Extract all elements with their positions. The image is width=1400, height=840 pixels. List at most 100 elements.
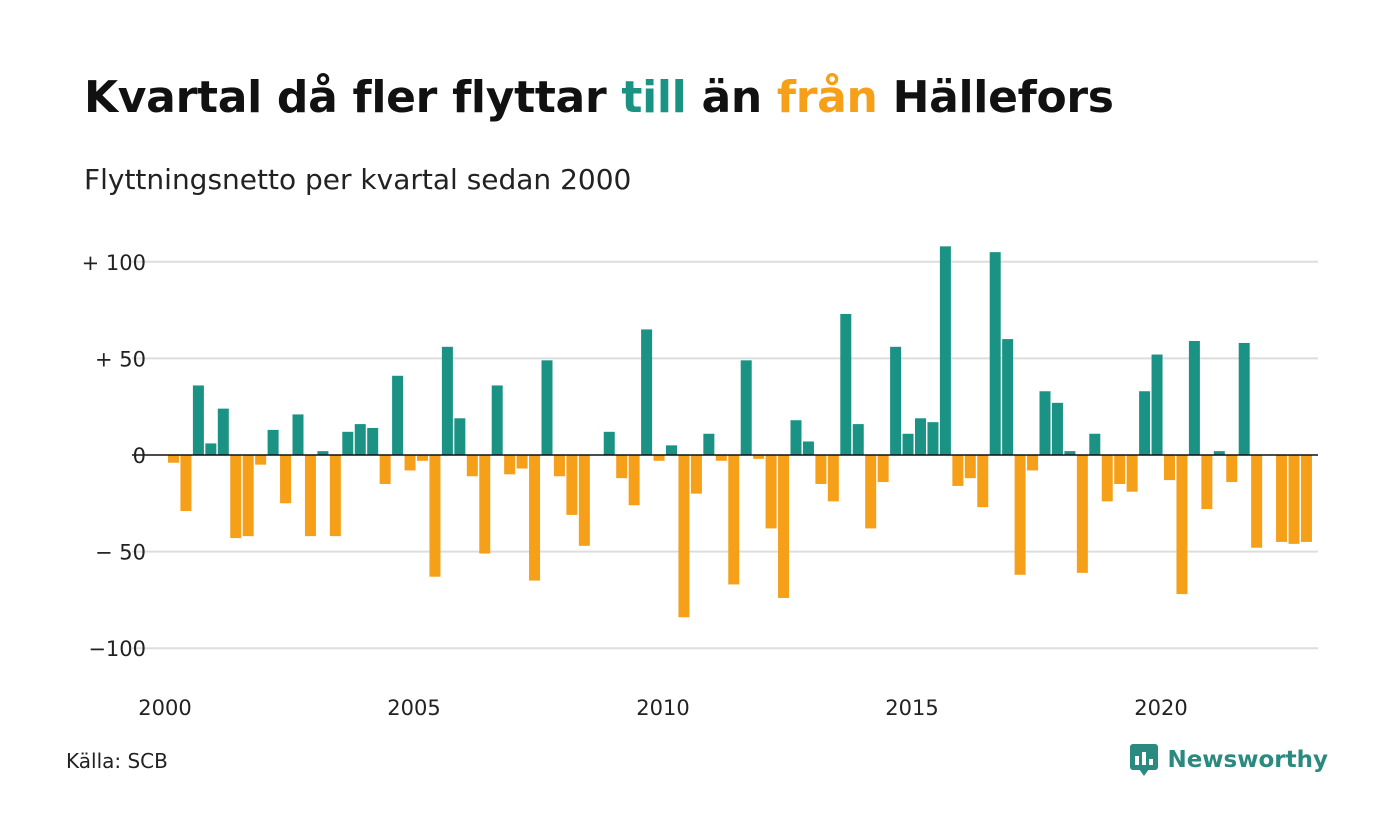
brand-name: Newsworthy xyxy=(1167,747,1328,773)
chart-subtitle: Flyttningsnetto per kvartal sedan 2000 xyxy=(84,163,632,196)
bar-2007-Q4 xyxy=(553,455,565,477)
y-tick-label: − 50 xyxy=(95,541,146,565)
y-tick-label: + 100 xyxy=(82,251,146,275)
bar-2009-Q2 xyxy=(628,455,640,506)
bar-2003-Q4 xyxy=(354,424,366,455)
bar-2000-Q1 xyxy=(168,455,179,463)
bar-2006-Q2 xyxy=(479,455,491,554)
x-tick-label: 2010 xyxy=(636,696,689,720)
bar-2000-Q4 xyxy=(205,443,217,455)
bar-2016-Q2 xyxy=(977,455,989,508)
bar-2010-Q2 xyxy=(678,455,690,618)
bar-2022-Q2 xyxy=(1276,455,1288,542)
bar-2015-Q2 xyxy=(927,422,939,455)
title-part-2: än xyxy=(686,72,777,123)
bar-2004-Q1 xyxy=(367,427,379,455)
title-part-1: Kvartal då fler flyttar xyxy=(84,72,622,123)
bar-2017-Q4 xyxy=(1051,402,1063,455)
bar-2015-Q3 xyxy=(939,246,951,455)
bar-2017-Q2 xyxy=(1027,455,1039,471)
bar-2005-Q3 xyxy=(441,346,453,455)
bar-2006-Q3 xyxy=(491,385,503,455)
bar-2010-Q4 xyxy=(703,433,715,455)
bar-2012-Q3 xyxy=(790,420,802,455)
bar-2014-Q1 xyxy=(865,455,877,529)
bar-2013-Q2 xyxy=(827,455,839,502)
bar-2003-Q2 xyxy=(329,455,341,537)
bar-2005-Q4 xyxy=(454,418,466,455)
bar-2012-Q2 xyxy=(778,455,790,598)
bar-2000-Q2 xyxy=(180,455,192,512)
bar-2018-Q4 xyxy=(1101,455,1113,502)
bar-2010-Q3 xyxy=(690,455,702,494)
bar-2014-Q3 xyxy=(890,346,902,455)
bar-2006-Q4 xyxy=(504,455,516,475)
bar-2010-Q1 xyxy=(666,445,677,455)
bar-2000-Q3 xyxy=(192,385,204,455)
grid-lines xyxy=(132,260,1318,650)
source-note: Källa: SCB xyxy=(66,749,168,773)
chart-title: Kvartal då fler flyttar till än från Häl… xyxy=(84,72,1114,123)
bar-2005-Q2 xyxy=(429,455,441,577)
bar-2016-Q4 xyxy=(1002,339,1014,455)
bar-2008-Q1 xyxy=(566,455,578,515)
bar-2007-Q2 xyxy=(529,455,541,581)
bar-2011-Q3 xyxy=(740,360,752,455)
bar-2016-Q3 xyxy=(989,252,1001,455)
bars xyxy=(168,246,1312,618)
bar-2018-Q1 xyxy=(1064,451,1076,455)
bar-2004-Q3 xyxy=(392,375,404,455)
x-tick-label: 2000 xyxy=(138,696,191,720)
bar-2019-Q2 xyxy=(1126,455,1138,492)
bar-2002-Q2 xyxy=(280,455,292,504)
bar-2015-Q1 xyxy=(915,418,926,455)
bar-2012-Q1 xyxy=(765,455,777,529)
y-tick-label: 0 xyxy=(133,444,146,468)
bar-2003-Q1 xyxy=(317,451,329,455)
bar-2021-Q3 xyxy=(1238,342,1250,455)
bar-2019-Q1 xyxy=(1114,455,1126,484)
x-tick-label: 2015 xyxy=(885,696,938,720)
bar-2013-Q3 xyxy=(840,313,852,455)
bar-2021-Q1 xyxy=(1213,451,1225,455)
bar-2011-Q4 xyxy=(753,455,765,459)
bar-2001-Q3 xyxy=(242,455,254,537)
bar-2020-Q3 xyxy=(1188,341,1200,455)
title-fran: från xyxy=(776,72,878,123)
y-tick-label: −100 xyxy=(88,637,146,661)
newsworthy-chart-bubble-icon xyxy=(1130,744,1159,776)
bar-2007-Q3 xyxy=(541,360,553,455)
title-till: till xyxy=(621,72,687,123)
bar-2002-Q1 xyxy=(267,429,279,455)
bar-2012-Q4 xyxy=(802,441,814,455)
bar-2002-Q3 xyxy=(292,414,304,455)
bar-2014-Q4 xyxy=(902,433,914,455)
bar-2019-Q3 xyxy=(1139,391,1151,455)
bar-2001-Q2 xyxy=(230,455,242,539)
bar-2008-Q4 xyxy=(603,431,615,455)
bar-2009-Q1 xyxy=(616,455,628,479)
bar-2009-Q3 xyxy=(641,329,653,455)
axis-labels: + 100 + 50 0 − 50 −100 2000 2005 2010 2015 2020 xyxy=(82,251,1188,720)
bar-2018-Q3 xyxy=(1089,433,1101,455)
bar-2017-Q1 xyxy=(1014,455,1026,575)
bar-2020-Q4 xyxy=(1201,455,1213,510)
bar-2022-Q4 xyxy=(1300,455,1312,542)
x-tick-label: 2020 xyxy=(1134,696,1187,720)
bar-2021-Q2 xyxy=(1226,455,1238,483)
bar-2007-Q1 xyxy=(516,455,528,469)
bar-2019-Q4 xyxy=(1151,354,1163,455)
bar-2009-Q4 xyxy=(653,455,665,461)
bar-2001-Q4 xyxy=(255,455,267,465)
bar-2001-Q1 xyxy=(217,408,229,455)
bar-2006-Q1 xyxy=(466,455,478,477)
bar-2017-Q3 xyxy=(1039,391,1051,455)
bar-2011-Q1 xyxy=(715,455,727,461)
bar-2022-Q3 xyxy=(1288,455,1300,544)
brand-logo[interactable]: Newsworthy xyxy=(1129,742,1328,778)
bar-2005-Q1 xyxy=(417,455,428,461)
bar-2020-Q1 xyxy=(1164,455,1175,481)
bar-2014-Q2 xyxy=(877,455,889,483)
bar-2018-Q2 xyxy=(1076,455,1088,573)
